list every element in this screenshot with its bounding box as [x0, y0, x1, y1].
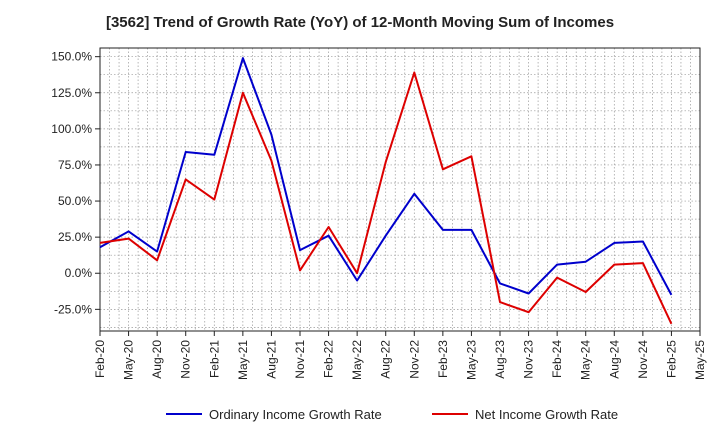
x-tick-label: Aug-24 — [607, 340, 621, 379]
y-tick-label: 25.0% — [58, 230, 92, 244]
legend: Ordinary Income Growth Rate Net Income Gr… — [166, 407, 618, 422]
y-tick-label: 100.0% — [51, 122, 92, 136]
x-tick-label: May-24 — [579, 340, 593, 380]
axis-layer: 150.0% 125.0% 100.0% 75.0% 50.0% 25.0% 0.0% -25… — [51, 47, 707, 380]
x-tick-label: Feb-21 — [207, 340, 221, 378]
y-tick-label: 150.0% — [51, 50, 92, 64]
x-tick-label: Nov-22 — [407, 340, 421, 379]
x-tick-label: Nov-23 — [522, 340, 536, 379]
y-tick-label: 75.0% — [58, 158, 92, 172]
x-tick-label: Nov-24 — [636, 340, 650, 379]
y-tick-label: 50.0% — [58, 194, 92, 208]
legend-label-net-income: Net Income Growth Rate — [475, 407, 618, 422]
x-tick-label: Nov-20 — [179, 340, 193, 379]
legend-label-ordinary-income: Ordinary Income Growth Rate — [209, 407, 382, 422]
series-line-ordinary-income — [99, 57, 673, 296]
grid-layer — [100, 48, 700, 331]
x-tick-label: Aug-20 — [150, 340, 164, 379]
x-tick-label: Feb-23 — [436, 340, 450, 378]
x-tick-label: May-23 — [464, 340, 478, 380]
chart-title: [3562] Trend of Growth Rate (YoY) of 12-… — [105, 14, 615, 31]
x-tick-label: Feb-22 — [322, 340, 336, 378]
series-line-net-income — [99, 71, 673, 325]
x-tick-label: Aug-21 — [264, 340, 278, 379]
x-tick-label: Nov-21 — [293, 340, 307, 379]
x-tick-label: Feb-25 — [664, 340, 678, 378]
x-tick-label: May-20 — [122, 340, 136, 380]
y-tick-label: 0.0% — [65, 266, 93, 280]
x-tick-label: May-22 — [350, 340, 364, 380]
x-tick-label: May-25 — [693, 340, 707, 380]
x-tick-label: Feb-20 — [93, 340, 107, 378]
x-tick-label: May-21 — [236, 340, 250, 380]
x-tick-label: Feb-24 — [550, 340, 564, 378]
series-layer — [99, 57, 673, 325]
x-tick-label: Aug-23 — [493, 340, 507, 379]
y-tick-label: -25.0% — [54, 302, 92, 316]
plot-frame — [99, 47, 701, 332]
x-tick-label: Aug-22 — [379, 340, 393, 379]
y-tick-label: 125.0% — [51, 86, 92, 100]
